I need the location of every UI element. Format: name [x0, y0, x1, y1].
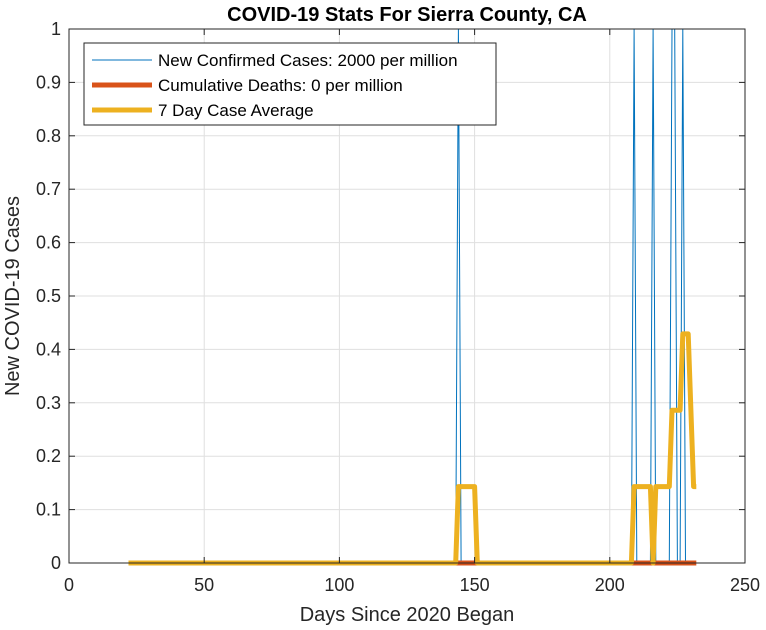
legend-entry-label: New Confirmed Cases: 2000 per million: [158, 51, 458, 70]
y-tick-label: 0: [51, 553, 61, 573]
legend-box: [83, 42, 497, 126]
x-tick-label: 250: [730, 575, 760, 595]
y-tick-label: 0.1: [36, 500, 61, 520]
x-tick-label: 150: [460, 575, 490, 595]
y-tick-label: 1: [51, 19, 61, 39]
x-tick-label: 200: [595, 575, 625, 595]
x-tick-label: 100: [324, 575, 354, 595]
y-tick-label: 0.7: [36, 179, 61, 199]
y-tick-label: 0.3: [36, 393, 61, 413]
ticks: 0 50 100 150 200 250 0 0.1 0.2 0.3 0.4 0.5 0.6 0.7 0.8…: [36, 19, 760, 595]
y-tick-label: 0.9: [36, 72, 61, 92]
y-tick-label: 0.6: [36, 233, 61, 253]
x-axis-label: Days Since 2020 Began: [300, 604, 515, 626]
x-tick-label: 0: [64, 575, 74, 595]
x-tick-label: 50: [194, 575, 214, 595]
series-line-new-cases: [128, 28, 697, 564]
legend-entry-label: 7 Day Case Average: [158, 101, 314, 120]
y-tick-label: 0.5: [36, 286, 61, 306]
chart-title: COVID-19 Stats For Sierra County, CA: [227, 4, 587, 26]
y-tick-label: 0.4: [36, 339, 61, 359]
legend: New Confirmed Cases: 2000 per million Cum…: [83, 42, 497, 126]
y-tick-label: 0.2: [36, 446, 61, 466]
y-axis-label: New COVID-19 Cases: [2, 196, 24, 396]
y-tick-label: 0.8: [36, 126, 61, 146]
legend-entry-label: Cumulative Deaths: 0 per million: [158, 76, 403, 95]
